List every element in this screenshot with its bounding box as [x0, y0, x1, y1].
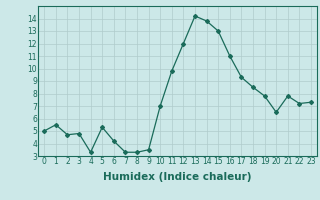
X-axis label: Humidex (Indice chaleur): Humidex (Indice chaleur)	[103, 172, 252, 182]
